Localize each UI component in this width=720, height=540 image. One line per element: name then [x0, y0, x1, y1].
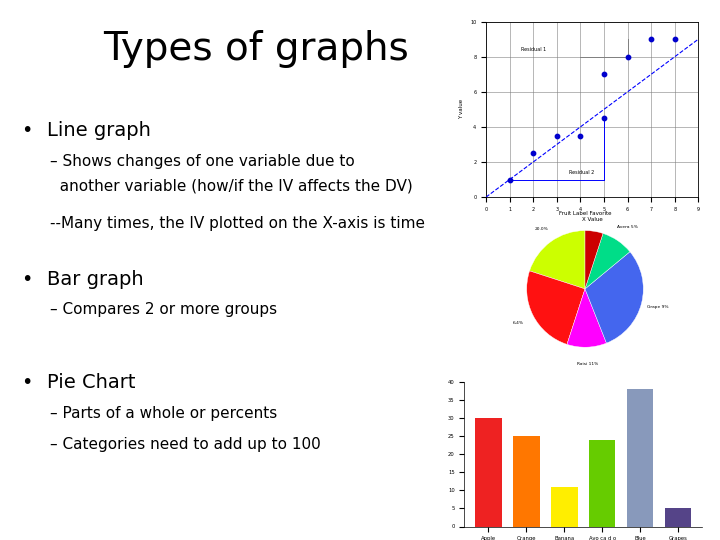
Text: •: • — [22, 373, 33, 392]
Text: --Many times, the IV plotted on the X-axis is time: --Many times, the IV plotted on the X-ax… — [50, 216, 426, 231]
Text: •: • — [22, 270, 33, 289]
Text: 20.0%: 20.0% — [534, 226, 548, 231]
Bar — [665, 509, 691, 526]
Y-axis label: Y value: Y value — [459, 99, 464, 119]
Text: Types of graphs: Types of graphs — [103, 30, 408, 68]
Point — [528, 149, 539, 158]
Point — [645, 35, 657, 43]
Text: Bar graph: Bar graph — [47, 270, 143, 289]
Point — [575, 131, 586, 140]
Wedge shape — [529, 231, 585, 289]
Point — [551, 131, 562, 140]
Bar — [475, 418, 502, 526]
Point — [598, 70, 610, 78]
Wedge shape — [585, 231, 603, 289]
Text: Line graph: Line graph — [47, 122, 150, 140]
Point — [669, 35, 680, 43]
Text: •: • — [22, 122, 33, 140]
Text: – Parts of a whole or percents: – Parts of a whole or percents — [50, 406, 278, 421]
Point — [622, 52, 634, 61]
Text: Avera 5%: Avera 5% — [616, 225, 637, 229]
Wedge shape — [567, 289, 606, 347]
Text: – Compares 2 or more groups: – Compares 2 or more groups — [50, 302, 277, 318]
Wedge shape — [585, 252, 643, 343]
Bar — [627, 389, 653, 526]
Wedge shape — [585, 233, 630, 289]
Text: Residual 2: Residual 2 — [569, 170, 594, 176]
Wedge shape — [527, 271, 585, 345]
Text: – Shows changes of one variable due to: – Shows changes of one variable due to — [50, 154, 355, 169]
Bar — [551, 487, 577, 526]
Bar — [513, 436, 539, 526]
X-axis label: X Value: X Value — [582, 218, 603, 222]
Point — [598, 114, 610, 123]
Text: Raisi 11%: Raisi 11% — [577, 361, 598, 366]
Text: Grape 9%: Grape 9% — [647, 306, 668, 309]
Text: Pie Chart: Pie Chart — [47, 373, 135, 392]
Bar — [589, 440, 616, 526]
Point — [504, 175, 516, 184]
Text: 6.4%: 6.4% — [513, 321, 524, 325]
Text: another variable (how/if the IV affects the DV): another variable (how/if the IV affects … — [50, 178, 413, 193]
Text: – Categories need to add up to 100: – Categories need to add up to 100 — [50, 437, 321, 453]
Text: Residual 1: Residual 1 — [521, 48, 546, 52]
Title: Fruit Label Favorite: Fruit Label Favorite — [559, 211, 611, 215]
